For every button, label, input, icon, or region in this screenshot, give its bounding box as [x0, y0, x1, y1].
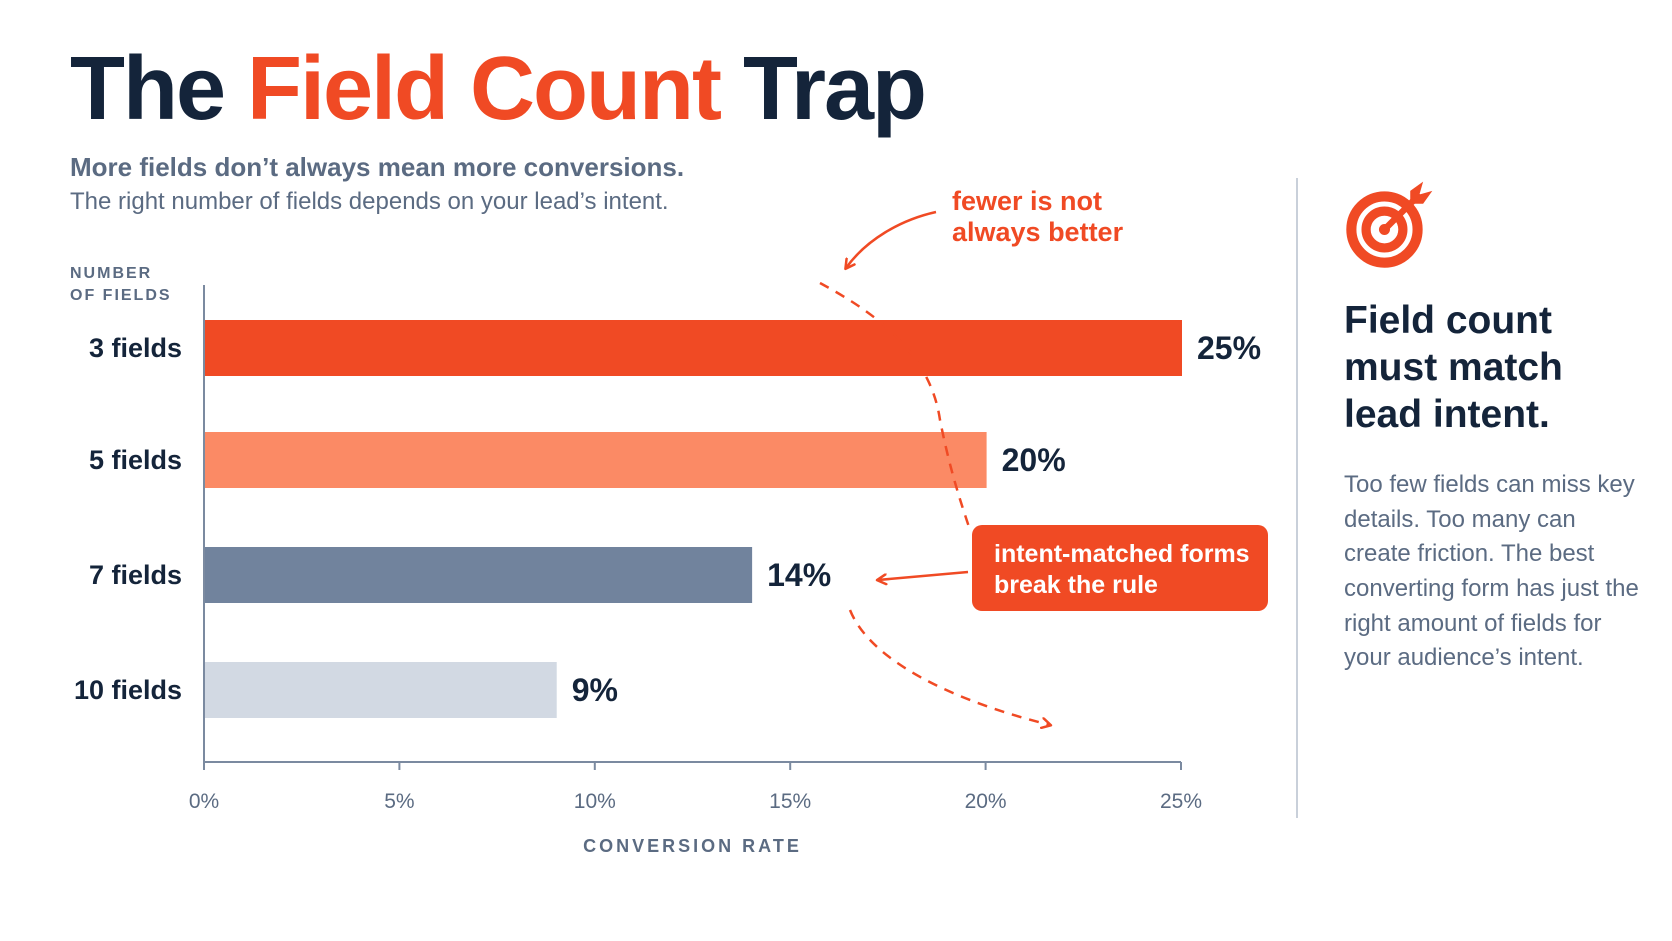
bar	[205, 662, 557, 718]
x-tick-label: 0%	[189, 790, 219, 813]
bar-value-label: 20%	[1002, 442, 1066, 478]
callout-box	[972, 525, 1268, 611]
insight-panel: Field count must match lead intent. Too …	[1344, 178, 1644, 676]
top-note-arrow	[846, 210, 937, 268]
dashed-trend-arrow	[848, 609, 1050, 725]
bar	[205, 547, 753, 603]
axes-group: 0% 5% 10% 15% 20% 25% CONVERSION RATE	[189, 285, 1202, 856]
target-icon	[1346, 181, 1433, 268]
y-axis-label-line: OF FIELDS	[70, 287, 172, 304]
category-label: 10 fields	[74, 675, 182, 705]
insight-body: Too few fields can miss key details. Too…	[1344, 471, 1639, 672]
top-note-text: fewer is not	[952, 186, 1102, 216]
category-label: 7 fields	[89, 560, 182, 590]
vertical-divider	[1296, 178, 1298, 818]
bar	[205, 432, 987, 488]
x-tick-label: 5%	[384, 790, 414, 813]
bar-value-label: 14%	[767, 557, 831, 593]
category-label: 5 fields	[89, 445, 182, 475]
subtitle: More fields don’t always mean more conve…	[70, 152, 685, 182]
callout-arrow	[878, 570, 969, 580]
callout-text: break the rule	[994, 571, 1158, 599]
category-label: 3 fields	[89, 333, 182, 363]
bar-value-label: 25%	[1197, 330, 1261, 366]
x-tick-label: 20%	[965, 790, 1007, 813]
bar	[205, 320, 1182, 376]
title-part-1: The	[70, 39, 248, 139]
x-tick-label: 25%	[1160, 790, 1202, 813]
x-tick-label: 10%	[574, 790, 616, 813]
title-accent: Field Count	[247, 39, 722, 139]
top-note-text: always better	[952, 217, 1124, 247]
callout-text: intent-matched forms	[994, 540, 1250, 568]
bars-group: 3 fields 25% 5 fields 20% 7 fields 14% 10 fiel…	[74, 320, 1261, 718]
y-axis-label-line: NUMBER	[70, 265, 152, 282]
title-part-2: Trap	[719, 39, 927, 139]
x-axis-label: CONVERSION RATE	[583, 836, 802, 856]
x-tick-label: 15%	[769, 790, 811, 813]
subtitle-secondary: The right number of fields depends on yo…	[70, 188, 669, 215]
conversion-bar-chart: NUMBER OF FIELDS 3 fields 25% 5 fields 20% 7 …	[70, 186, 1268, 856]
bar-value-label: 9%	[572, 672, 618, 708]
y-axis-label: NUMBER OF FIELDS	[70, 265, 172, 304]
page-title: The Field Count Trap	[70, 44, 927, 134]
insight-heading: Field count must match lead intent.	[1344, 299, 1563, 436]
